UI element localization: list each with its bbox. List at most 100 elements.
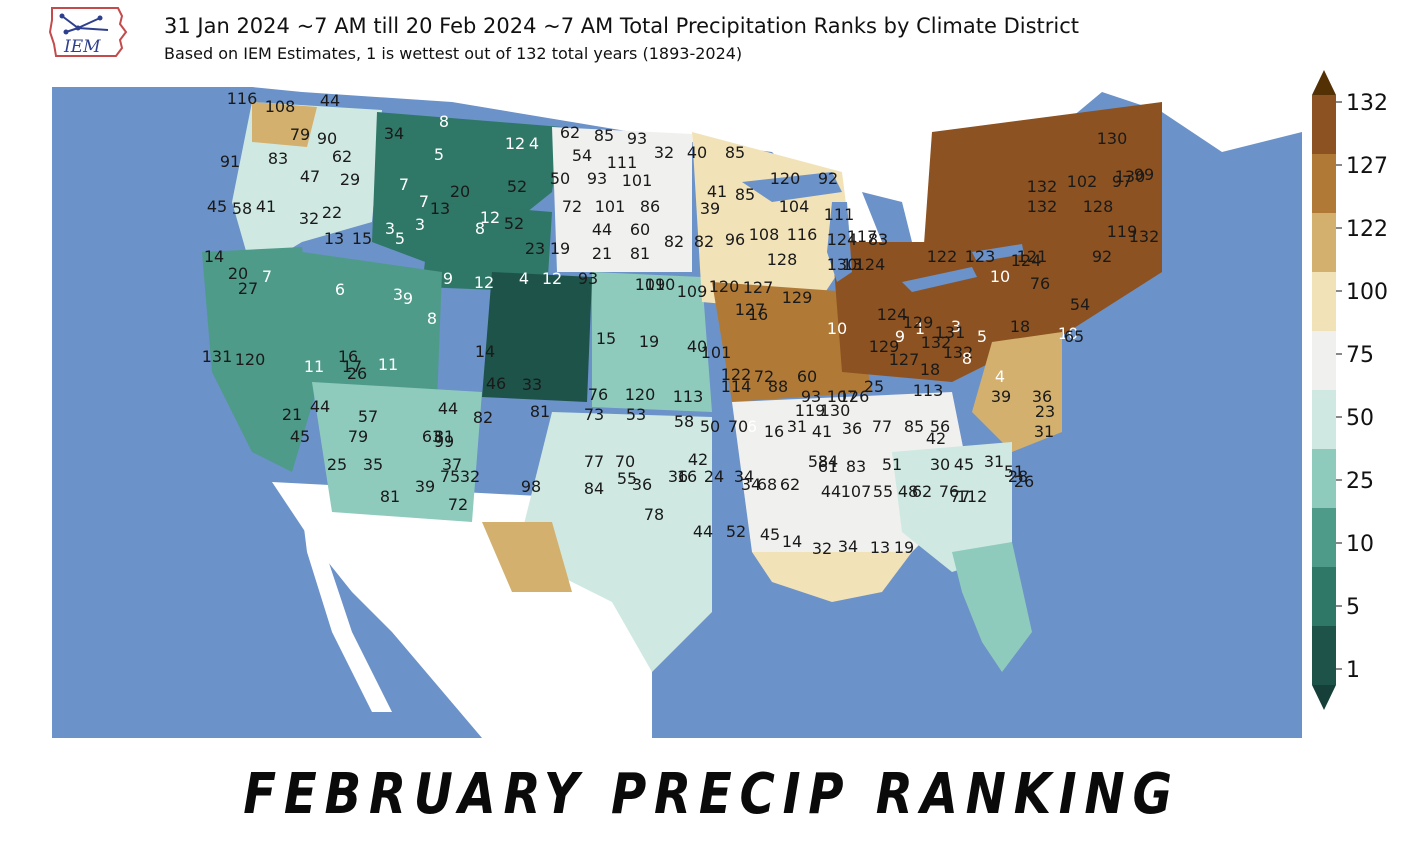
district-rank-label: 12 <box>505 134 525 153</box>
colorbar-blocks <box>1312 95 1336 685</box>
district-rank-label: 81 <box>380 487 400 506</box>
district-rank-label: 85 <box>594 126 614 145</box>
district-rank-label: 8 <box>427 309 437 328</box>
district-rank-label: 62 <box>780 475 800 494</box>
district-rank-label: 24 <box>704 467 724 486</box>
district-rank-label: 93 <box>801 387 821 406</box>
district-rank-label: 36 <box>632 475 652 494</box>
district-rank-label: 120 <box>709 277 740 296</box>
district-rank-label: 76 <box>1030 274 1050 293</box>
district-rank-label: 10 <box>827 319 847 338</box>
district-rank-label: 99 <box>1134 165 1154 184</box>
district-rank-label: 27 <box>238 279 258 298</box>
district-rank-label: 41 <box>812 422 832 441</box>
district-rank-label: 45 <box>290 427 310 446</box>
district-rank-label: 35 <box>363 455 383 474</box>
district-rank-label: 23 <box>1035 402 1055 421</box>
district-rank-label: 101 <box>595 197 626 216</box>
region-west-texas <box>482 522 572 592</box>
district-rank-label: 65 <box>1064 327 1084 346</box>
logo-text: IEM <box>63 37 101 57</box>
region-wyoming <box>422 202 552 292</box>
district-rank-label: 104 <box>779 197 810 216</box>
district-rank-label: 124 <box>1011 251 1042 270</box>
district-rank-label: 132 <box>1129 227 1160 246</box>
district-rank-label: 45 <box>954 455 974 474</box>
district-rank-label: 127 <box>743 278 774 297</box>
region-dakotas <box>552 127 692 272</box>
district-rank-label: 3 <box>415 215 425 234</box>
colorbar-tick-label: 5 <box>1346 595 1360 620</box>
district-rank-label: 34 <box>818 452 838 471</box>
district-rank-label: 119 <box>1107 222 1138 241</box>
district-rank-label: 26 <box>1014 472 1034 491</box>
district-rank-label: 124 <box>855 255 886 274</box>
district-rank-label: 130 <box>1097 129 1128 148</box>
district-rank-label: 15 <box>596 329 616 348</box>
colorbar-block <box>1312 626 1336 685</box>
district-rank-label: 61 <box>818 457 838 476</box>
district-rank-label: 32 <box>654 143 674 162</box>
district-rank-label: 72 <box>754 367 774 386</box>
district-rank-label: 132 <box>1027 197 1058 216</box>
district-rank-label: 76 <box>939 482 959 501</box>
district-rank-label: 73 <box>584 405 604 424</box>
region-arizona-newmexico <box>312 382 482 522</box>
district-rank-label: 44 <box>320 91 340 110</box>
district-rank-label: 63 <box>422 427 442 446</box>
district-rank-label: 58 <box>808 452 828 471</box>
district-rank-label: 46 <box>486 374 506 393</box>
district-rank-label: 82 <box>473 408 493 427</box>
colorbar-top-arrow <box>1312 70 1336 95</box>
district-rank-label: 58 <box>674 412 694 431</box>
region-florida <box>952 542 1032 672</box>
district-rank-label: 62 <box>912 482 932 501</box>
district-rank-label: 110 <box>645 275 676 294</box>
district-rank-label: 101 <box>701 343 732 362</box>
district-rank-label: 54 <box>1070 295 1090 314</box>
colorbar-tick-label: 132 <box>1346 91 1388 116</box>
district-rank-label: 120 <box>235 350 266 369</box>
district-rank-label: 14 <box>475 342 495 361</box>
district-rank-label: 76 <box>588 385 608 404</box>
colorbar-tick-label: 25 <box>1346 469 1374 494</box>
district-rank-label: 40 <box>687 143 707 162</box>
colorbar-block <box>1312 449 1336 508</box>
district-rank-label: 109 <box>635 275 666 294</box>
district-rank-label: 93 <box>627 129 647 148</box>
district-rank-label: 75 <box>440 467 460 486</box>
district-rank-label: 109 <box>677 282 708 301</box>
district-rank-label: 113 <box>913 381 944 400</box>
district-rank-label: 60 <box>797 367 817 386</box>
district-rank-label: 56 <box>930 417 950 436</box>
colorbar-block <box>1312 154 1336 213</box>
district-rank-label: 127 <box>889 350 920 369</box>
colorbar-block <box>1312 95 1336 154</box>
district-rank-label: 31 <box>1034 422 1054 441</box>
district-rank-label: 9 <box>895 327 905 346</box>
district-rank-label: 12 <box>474 273 494 292</box>
region-southeast <box>892 442 1012 572</box>
colorbar-tick-label: 1 <box>1346 658 1360 683</box>
district-rank-label: 86 <box>640 197 660 216</box>
colorbar-tick-label: 10 <box>1346 532 1374 557</box>
district-rank-label: 127 <box>735 300 766 319</box>
district-rank-label: 5 <box>434 145 444 164</box>
district-rank-label: 129 <box>869 337 900 356</box>
district-rank-label: 22 <box>322 203 342 222</box>
district-rank-label: 21 <box>592 244 612 263</box>
colorbar-block <box>1312 213 1336 272</box>
district-rank-label: 20 <box>228 264 248 283</box>
district-rank-label: 55 <box>873 482 893 501</box>
district-rank-label: 11 <box>304 357 324 376</box>
district-rank-label: 14 <box>782 532 802 551</box>
district-rank-label: 39 <box>991 387 1011 406</box>
district-rank-label: 15 <box>352 229 372 248</box>
district-rank-label: 32 <box>460 467 480 486</box>
district-rank-label: 122 <box>927 247 958 266</box>
district-rank-label: 17 <box>342 357 362 376</box>
colorbar-tick-label: 127 <box>1346 154 1388 179</box>
district-rank-label: 33 <box>522 375 542 394</box>
map-subtitle: Based on IEM Estimates, 1 is wettest out… <box>164 44 743 63</box>
